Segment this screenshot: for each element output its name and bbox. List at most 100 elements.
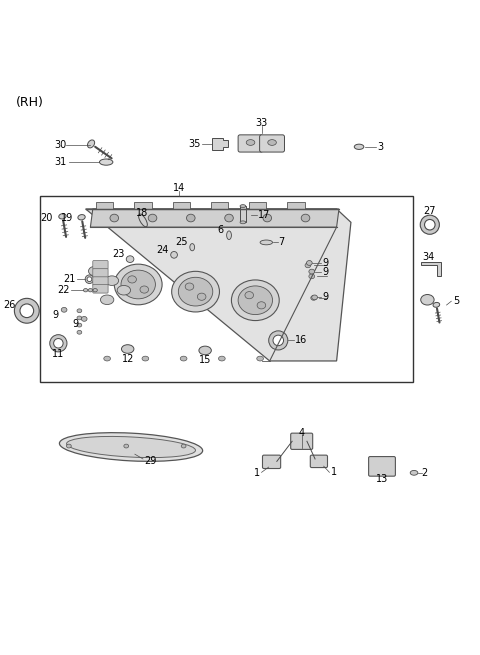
Ellipse shape [100,295,114,305]
Text: 24: 24 [156,244,168,255]
Polygon shape [288,202,304,209]
Text: 7: 7 [278,237,285,248]
Text: 35: 35 [188,139,200,149]
Text: 21: 21 [64,274,76,284]
Ellipse shape [77,309,82,312]
Ellipse shape [114,264,162,305]
Text: 29: 29 [144,456,156,466]
Ellipse shape [78,215,85,220]
Text: 15: 15 [199,355,211,365]
Circle shape [14,298,39,323]
Ellipse shape [433,303,440,307]
Ellipse shape [84,289,88,292]
Polygon shape [211,202,228,209]
Ellipse shape [305,263,311,268]
FancyBboxPatch shape [369,457,396,476]
Text: 14: 14 [173,183,185,193]
Ellipse shape [354,144,364,149]
Text: 34: 34 [423,252,435,262]
Ellipse shape [87,140,95,148]
Ellipse shape [180,356,187,361]
Text: 9: 9 [72,319,78,329]
Ellipse shape [140,286,149,293]
Ellipse shape [67,436,195,458]
Ellipse shape [117,286,131,295]
Ellipse shape [77,323,82,327]
Ellipse shape [309,269,314,274]
Polygon shape [421,261,441,276]
Text: 9: 9 [52,310,59,320]
Text: 27: 27 [423,206,436,216]
Ellipse shape [240,204,246,208]
Polygon shape [249,202,266,209]
Ellipse shape [301,214,310,222]
FancyBboxPatch shape [93,261,108,269]
Text: 13: 13 [376,474,388,484]
Text: (RH): (RH) [16,96,44,109]
Text: 25: 25 [175,237,187,247]
Ellipse shape [61,307,67,312]
Ellipse shape [60,433,203,461]
Text: 22: 22 [57,285,70,295]
Ellipse shape [185,283,194,290]
Ellipse shape [148,214,157,222]
Ellipse shape [110,214,119,222]
Text: 3: 3 [377,141,384,152]
Text: 4: 4 [299,428,305,438]
Ellipse shape [105,276,119,286]
Ellipse shape [77,316,82,320]
Ellipse shape [59,214,66,219]
Circle shape [273,335,284,346]
Ellipse shape [139,214,147,227]
Text: 9: 9 [322,258,328,268]
Ellipse shape [99,159,113,165]
Ellipse shape [309,274,314,279]
Polygon shape [212,138,228,150]
Ellipse shape [306,261,312,265]
Ellipse shape [421,295,434,305]
FancyBboxPatch shape [238,135,263,152]
Text: 30: 30 [54,140,67,150]
Text: 31: 31 [54,157,67,166]
Circle shape [87,277,92,282]
Text: 5: 5 [453,296,459,306]
Ellipse shape [104,356,110,361]
Ellipse shape [246,140,255,145]
Polygon shape [134,202,152,209]
Ellipse shape [124,444,129,448]
Ellipse shape [311,295,316,300]
Circle shape [50,335,67,352]
Text: 12: 12 [121,354,134,364]
Text: 26: 26 [3,300,15,310]
Ellipse shape [218,356,225,361]
FancyBboxPatch shape [93,277,108,286]
Text: 1: 1 [254,468,260,478]
Text: 9: 9 [322,267,328,276]
Text: 1: 1 [331,468,337,477]
Text: 20: 20 [40,213,52,223]
Ellipse shape [88,267,102,276]
Circle shape [420,215,439,234]
FancyBboxPatch shape [93,284,108,293]
Text: 2: 2 [421,468,428,478]
Ellipse shape [238,286,273,314]
Ellipse shape [121,270,156,299]
Ellipse shape [187,214,195,222]
Ellipse shape [121,345,134,353]
Ellipse shape [171,252,178,258]
Ellipse shape [240,221,246,224]
Ellipse shape [93,289,97,292]
Ellipse shape [126,256,134,263]
Ellipse shape [410,470,418,476]
Text: 19: 19 [61,213,73,223]
Ellipse shape [81,316,87,322]
Circle shape [85,275,94,284]
Circle shape [424,219,435,230]
Circle shape [269,331,288,350]
Ellipse shape [245,291,253,299]
Text: 18: 18 [136,208,148,217]
Polygon shape [96,202,113,209]
Polygon shape [85,209,351,361]
Ellipse shape [179,277,213,306]
Circle shape [54,339,63,348]
